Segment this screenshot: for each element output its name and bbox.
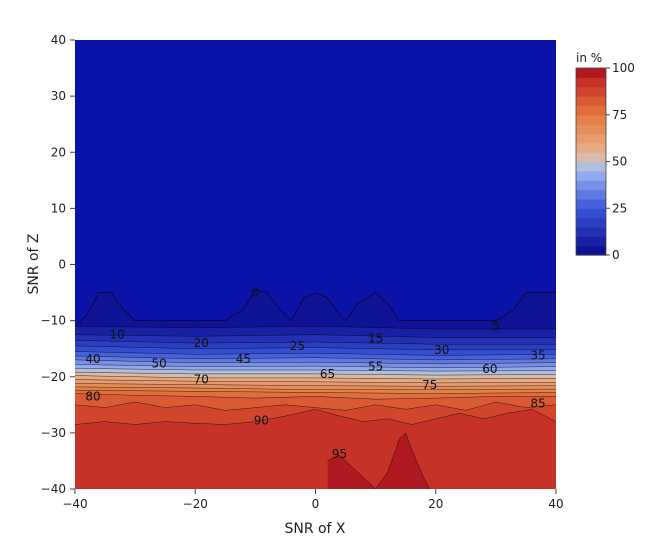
- x-tick-label: 40: [548, 497, 563, 511]
- y-tick-label: −30: [41, 426, 66, 440]
- colorbar-band: [576, 161, 606, 172]
- colorbar-band: [576, 114, 606, 125]
- plot-area: 0 5 10 15 20 25 30 35 40 45 50 55 60 65 70 75 80 85 90 95: [75, 40, 556, 489]
- colorbar-band: [576, 170, 606, 181]
- contour-line-5: [75, 325, 556, 330]
- contour-label-65: 65: [320, 367, 335, 381]
- contour-label-55: 55: [368, 360, 383, 374]
- contour-line-80: [75, 393, 556, 400]
- colorbar-band: [576, 86, 606, 97]
- x-tick-label: −40: [62, 497, 87, 511]
- colorbar-tick-label: 100: [612, 61, 635, 75]
- contour-line-65: [75, 383, 556, 387]
- y-axis-ticks: 40 30 20 10 0 −10 −20 −30 −40: [41, 33, 75, 496]
- contour-bands: [75, 289, 556, 489]
- colorbar: in % 0 25 50 75 100: [575, 51, 635, 262]
- contour-label-5: 5: [492, 319, 500, 333]
- colorbar-band: [576, 208, 606, 219]
- contour-label-80: 80: [85, 389, 100, 403]
- x-axis-ticks: −40 −20 0 20 40: [62, 489, 564, 511]
- colorbar-band: [576, 226, 606, 237]
- contour-line-75: [75, 389, 556, 394]
- x-tick-label: 0: [312, 497, 320, 511]
- colorbar-band: [576, 142, 606, 153]
- contour-line-30: [75, 355, 556, 361]
- contour-line-15: [75, 340, 556, 345]
- contour-band-90: [75, 409, 556, 489]
- colorbar-band: [576, 133, 606, 144]
- colorbar-band: [576, 96, 606, 106]
- colorbar-band: [576, 245, 606, 256]
- contour-label-40: 40: [85, 352, 100, 366]
- contour-line-85: [75, 401, 556, 411]
- contour-label-85: 85: [530, 397, 545, 411]
- contour-label-95: 95: [332, 447, 347, 461]
- y-tick-label: −10: [41, 314, 66, 328]
- contour-label-10: 10: [109, 328, 124, 342]
- contour-line-20: [75, 345, 556, 351]
- contour-line-70: [75, 386, 556, 390]
- contour-line-40: [75, 364, 556, 369]
- x-axis-label: SNR of X: [284, 521, 345, 537]
- contour-line-25: [75, 351, 556, 356]
- colorbar-ticks: 0 25 50 75 100: [606, 61, 635, 262]
- colorbar-scale: [575, 67, 607, 256]
- contour-line-35: [75, 359, 556, 365]
- contour-label-25: 25: [290, 339, 305, 353]
- contour-label-35: 35: [530, 348, 545, 362]
- colorbar-tick-label: 0: [612, 248, 620, 262]
- contour-line-95: [327, 432, 430, 489]
- y-tick-label: 20: [51, 145, 66, 159]
- contour-label-15: 15: [368, 332, 383, 346]
- contour-line-50: [75, 372, 556, 376]
- contour-label-75: 75: [422, 378, 437, 392]
- colorbar-band: [576, 198, 606, 209]
- contour-line-55: [75, 375, 556, 380]
- y-tick-label: 30: [51, 89, 66, 103]
- colorbar-tick-label: 75: [612, 108, 627, 122]
- y-tick-label: −40: [41, 482, 66, 496]
- contour-line-45: [75, 368, 556, 372]
- colorbar-band: [576, 68, 606, 78]
- x-tick-label: −20: [183, 497, 208, 511]
- contour-band-95: [327, 432, 430, 489]
- y-tick-label: 10: [51, 201, 66, 215]
- colorbar-band: [576, 152, 606, 163]
- contour-line-0: [75, 289, 556, 327]
- contour-line-10: [75, 334, 556, 338]
- contour-lines: [75, 289, 556, 489]
- contour-label-0: 0: [252, 286, 260, 300]
- contour-label-50: 50: [152, 356, 167, 370]
- y-tick-label: 0: [58, 258, 66, 272]
- y-tick-label: −20: [41, 370, 66, 384]
- x-tick-label: 20: [428, 497, 443, 511]
- contour-label-45: 45: [236, 352, 251, 366]
- contour-label-60: 60: [482, 362, 497, 376]
- contour-line-90: [75, 409, 556, 425]
- colorbar-tick-label: 50: [612, 155, 627, 169]
- colorbar-title: in %: [576, 51, 602, 65]
- colorbar-band: [576, 77, 606, 88]
- colorbar-band: [576, 105, 606, 116]
- y-axis-label: SNR of Z: [26, 233, 42, 294]
- contour-labels: 0 5 10 15 20 25 30 35 40 45 50 55 60 65 70 75 80 85 90 95: [85, 286, 545, 462]
- contour-label-30: 30: [434, 343, 449, 357]
- colorbar-band: [576, 217, 606, 228]
- colorbar-band: [576, 124, 606, 135]
- contour-label-20: 20: [194, 336, 209, 350]
- colorbar-band: [576, 236, 606, 247]
- contour-label-70: 70: [194, 373, 209, 387]
- contour-line-60: [75, 379, 556, 384]
- colorbar-band: [576, 180, 606, 191]
- colorbar-tick-label: 25: [612, 201, 627, 215]
- colorbar-band: [576, 189, 606, 200]
- contour-label-90: 90: [254, 414, 269, 428]
- y-tick-label: 40: [51, 33, 66, 47]
